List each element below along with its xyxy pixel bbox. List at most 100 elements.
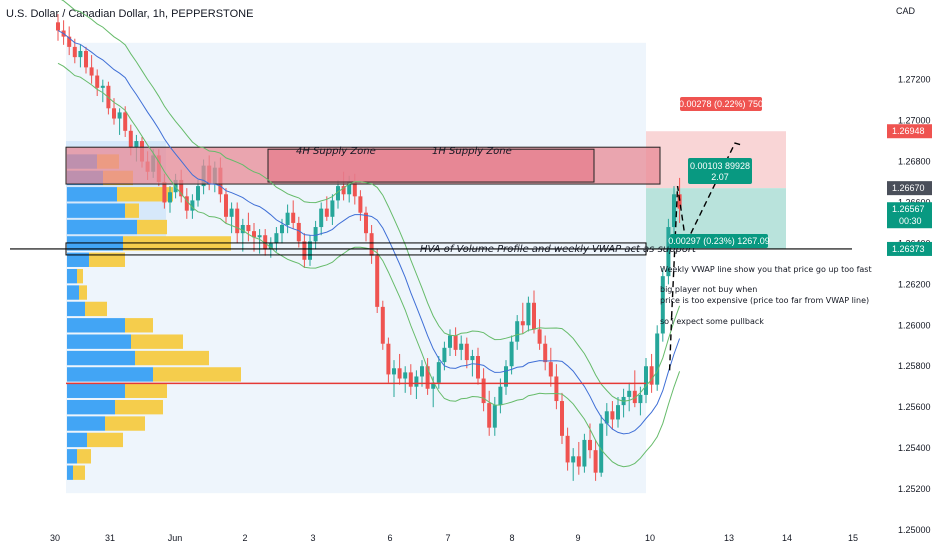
candle-body[interactable]: [588, 439, 592, 451]
candle-body[interactable]: [347, 182, 352, 195]
candle-body[interactable]: [179, 179, 184, 197]
candle-body[interactable]: [520, 321, 525, 326]
candle-body[interactable]: [554, 376, 559, 402]
candle-body[interactable]: [336, 186, 340, 201]
candle-body[interactable]: [313, 227, 318, 242]
candle-body[interactable]: [285, 212, 290, 225]
hva-box[interactable]: [65, 242, 647, 256]
candle-body[interactable]: [677, 194, 682, 209]
symbol-title[interactable]: U.S. Dollar / Canadian Dollar, 1h, PEPPE…: [6, 8, 254, 20]
candle-body[interactable]: [280, 224, 284, 234]
candle-body[interactable]: [604, 411, 609, 424]
candle-body[interactable]: [380, 306, 385, 344]
candle-body[interactable]: [593, 450, 598, 473]
candle-body[interactable]: [324, 208, 329, 217]
candle-body[interactable]: [162, 182, 167, 203]
candle-body[interactable]: [672, 194, 676, 228]
candle-body[interactable]: [72, 46, 77, 58]
candle-body[interactable]: [509, 341, 514, 367]
candle-body[interactable]: [319, 208, 324, 228]
candle-body[interactable]: [498, 386, 503, 406]
candle-body[interactable]: [100, 85, 105, 88]
candle-body[interactable]: [246, 224, 251, 232]
candle-body[interactable]: [364, 212, 368, 234]
candle-body[interactable]: [431, 382, 436, 389]
candle-body[interactable]: [610, 411, 615, 420]
candle-body[interactable]: [470, 356, 475, 361]
candle-body[interactable]: [582, 439, 587, 467]
candle-body[interactable]: [274, 233, 279, 244]
candle-body[interactable]: [548, 362, 553, 377]
candle-body[interactable]: [392, 368, 396, 375]
candle-body[interactable]: [128, 130, 133, 148]
candle-body[interactable]: [358, 196, 363, 213]
price-tag-stop[interactable]: [887, 241, 932, 256]
candle-body[interactable]: [67, 36, 72, 47]
candle-body[interactable]: [543, 343, 548, 363]
candle-body[interactable]: [235, 208, 240, 234]
price-tag-last[interactable]: [887, 202, 932, 229]
candle-body[interactable]: [375, 255, 380, 307]
candle-body[interactable]: [229, 208, 234, 217]
candle-body[interactable]: [296, 222, 301, 242]
candle-body[interactable]: [666, 227, 671, 277]
candle-body[interactable]: [95, 75, 100, 88]
candle-body[interactable]: [134, 141, 139, 148]
candle-body[interactable]: [190, 200, 195, 211]
candle-body[interactable]: [660, 276, 665, 334]
candle-body[interactable]: [196, 186, 200, 201]
candle-body[interactable]: [117, 112, 122, 119]
candle-body[interactable]: [112, 108, 116, 119]
candle-body[interactable]: [532, 302, 536, 330]
price-tag-target[interactable]: [887, 124, 932, 139]
candle-body[interactable]: [352, 182, 357, 197]
candle-body[interactable]: [302, 241, 307, 260]
candle-body[interactable]: [627, 390, 632, 397]
candle-body[interactable]: [571, 456, 576, 463]
candle-body[interactable]: [481, 378, 486, 404]
candle-body[interactable]: [526, 302, 531, 326]
candle-body[interactable]: [560, 401, 564, 436]
candle-body[interactable]: [565, 435, 570, 463]
candle-body[interactable]: [492, 405, 497, 428]
candle-body[interactable]: [632, 390, 637, 404]
candle-body[interactable]: [369, 233, 374, 256]
price-tag-entry[interactable]: [887, 181, 932, 196]
candle-body[interactable]: [78, 50, 83, 58]
candle-body[interactable]: [638, 394, 643, 404]
candle-body[interactable]: [403, 372, 408, 379]
candle-body[interactable]: [268, 243, 273, 250]
candle-body[interactable]: [576, 456, 581, 467]
candle-body[interactable]: [386, 343, 391, 375]
candle-body[interactable]: [487, 403, 492, 428]
candle-body[interactable]: [89, 67, 94, 76]
candle-body[interactable]: [263, 235, 268, 250]
candle-body[interactable]: [476, 356, 480, 379]
candle-body[interactable]: [644, 366, 648, 395]
supply-zone-group[interactable]: 4H Supply Zone 1H Supply Zone: [296, 146, 512, 157]
candle-body[interactable]: [56, 22, 60, 31]
candle-body[interactable]: [420, 366, 424, 377]
candle-body[interactable]: [425, 366, 430, 389]
candle-body[interactable]: [649, 366, 654, 385]
candle-body[interactable]: [168, 192, 172, 203]
candle-body[interactable]: [240, 224, 245, 234]
candle-body[interactable]: [330, 200, 335, 217]
candle-body[interactable]: [599, 423, 604, 473]
position-tool[interactable]: 0.00278 (0.22%) 750 0.00103 89928 2.07 0…: [668, 97, 770, 248]
candle-body[interactable]: [397, 368, 402, 379]
candle-body[interactable]: [442, 347, 447, 363]
candle-body[interactable]: [123, 112, 128, 131]
candle-body[interactable]: [537, 329, 542, 344]
candle-body[interactable]: [515, 321, 520, 342]
candle-body[interactable]: [184, 196, 189, 211]
candle-body[interactable]: [504, 366, 508, 387]
candle-body[interactable]: [291, 212, 296, 223]
candle-body[interactable]: [616, 405, 620, 420]
candle-body[interactable]: [448, 335, 452, 348]
candle-body[interactable]: [453, 335, 458, 350]
candle-body[interactable]: [257, 235, 262, 238]
candle-body[interactable]: [464, 343, 469, 361]
candle-body[interactable]: [252, 231, 256, 238]
